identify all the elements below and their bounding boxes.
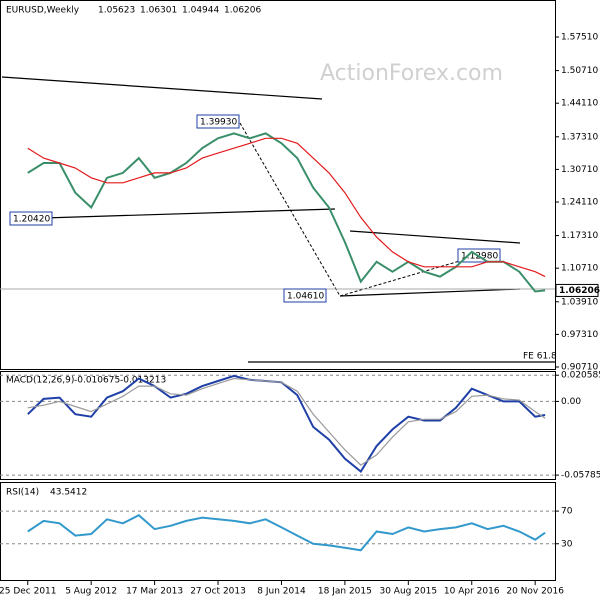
x-tick-label: 5 Aug 2012 bbox=[65, 587, 117, 597]
panel-title: MACD(12,26,9) bbox=[6, 376, 74, 386]
x-tick-label: 25 Dec 2011 bbox=[0, 587, 57, 597]
annotation: 1.39930 bbox=[200, 118, 237, 128]
y-tick-label: 0.97310 bbox=[561, 330, 598, 340]
x-tick-label: 10 Apr 2016 bbox=[444, 587, 500, 597]
y-tick-label: -0.057859 bbox=[561, 471, 600, 481]
macd-panel bbox=[0, 371, 556, 480]
y-tick-label: 0.00 bbox=[561, 397, 581, 407]
y-tick-label: 1.03910 bbox=[561, 297, 598, 307]
price-label: 1.06206 bbox=[559, 286, 600, 296]
annotations: 1.39930 1.20420 1.04610 1.12980 FE 61.8 bbox=[9, 114, 557, 362]
x-tick-label: 18 Jan 2015 bbox=[318, 587, 372, 597]
annotation: 1.04610 bbox=[287, 292, 324, 302]
x-tick-label: 27 Oct 2013 bbox=[190, 587, 246, 597]
price-box bbox=[555, 283, 599, 297]
y-tick-label: 0.020585 bbox=[561, 371, 600, 381]
chart-title: EURUSD,Weekly bbox=[6, 6, 80, 16]
y-tick-label: 1.37310 bbox=[561, 132, 598, 142]
trend-lines bbox=[1, 76, 555, 363]
panel-title: RSI(14) bbox=[6, 488, 39, 498]
y-tick-label: 1.57510 bbox=[561, 33, 598, 43]
rsi-panel bbox=[0, 482, 556, 581]
series-line bbox=[27, 137, 546, 278]
ohlc-close: 1.06206 bbox=[224, 6, 261, 16]
series-line bbox=[27, 374, 546, 473]
series-line bbox=[27, 377, 546, 466]
y-tick-label: 1.24110 bbox=[561, 197, 598, 207]
x-tick-label: 17 Mar 2013 bbox=[126, 587, 183, 597]
annotation: FE 61.8 bbox=[523, 352, 557, 362]
x-tick-label: 8 Jun 2014 bbox=[257, 587, 306, 597]
rsi-value: 43.5412 bbox=[50, 488, 87, 498]
y-tick-label: 1.10710 bbox=[561, 264, 598, 274]
ohlc-open: 1.05623 bbox=[98, 6, 135, 16]
y-tick-label: 0.90710 bbox=[561, 362, 598, 372]
price-panel bbox=[0, 0, 556, 370]
projection-lines bbox=[239, 122, 506, 297]
y-tick-label: 30 bbox=[561, 539, 573, 549]
series-line bbox=[27, 132, 546, 293]
y-tick-label: 1.44110 bbox=[561, 99, 598, 109]
y-tick-label: 1.50710 bbox=[561, 66, 598, 76]
y-tick-label: 1.17310 bbox=[561, 231, 598, 241]
ohlc-high: 1.06301 bbox=[140, 6, 177, 16]
x-tick-label: 30 Aug 2015 bbox=[379, 587, 437, 597]
annotation: 1.20420 bbox=[13, 215, 50, 225]
ohlc-low: 1.04944 bbox=[182, 6, 219, 16]
y-tick-label: 70 bbox=[561, 507, 573, 517]
x-tick-label: 20 Nov 2016 bbox=[506, 587, 564, 597]
series-line bbox=[27, 514, 546, 552]
macd-value: -0.010675 bbox=[74, 376, 120, 386]
watermark: ActionForex.com bbox=[320, 61, 503, 86]
y-tick-label: 1.30710 bbox=[561, 165, 598, 175]
